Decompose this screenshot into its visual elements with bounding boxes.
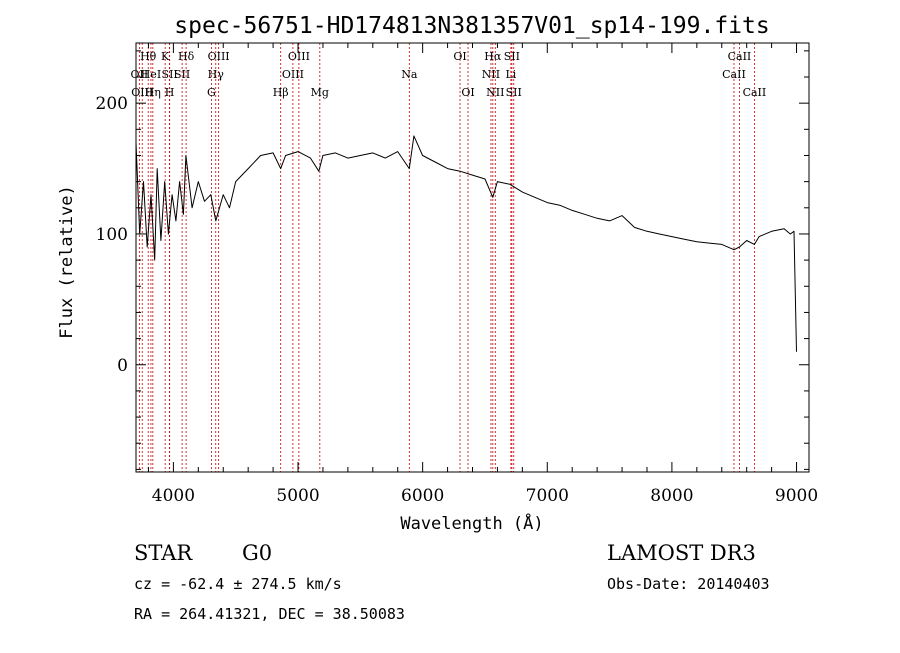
x-tick-label-2: 6000 [401,486,444,506]
y-axis-label: Flux (relative) [57,185,77,339]
y-tick-label-0: 0 [117,356,128,376]
y-tick-label-1: 100 [96,225,128,245]
subclass: G0 [242,541,272,565]
spectral-line-labels: OIIOIIIHθHeIHηKSIIHHδSIIOIIIHγGOIIIOIIIH… [131,50,767,99]
line-label-1: OIII [131,86,153,99]
line-label-3: HeI [141,68,161,81]
line-label-25: SII [506,86,522,99]
line-label-14: OIII [282,68,304,81]
obs-date: Obs-Date: 20140403 [607,575,770,593]
x-tick-label-4: 8000 [650,486,693,506]
line-label-5: K [161,50,170,63]
coordinates: RA = 264.41321, DEC = 38.50083 [134,605,405,623]
plot-frame [135,42,810,473]
x-tick-label-5: 9000 [775,486,818,506]
line-label-0: OII [131,68,149,81]
line-label-10: OIII [208,50,230,63]
line-label-21: NII [482,68,500,81]
chart-title: spec-56751-HD174813N381357V01_sp14-199.f… [174,13,769,39]
line-label-20: Hα [484,50,502,63]
line-label-16: Mg [311,86,329,99]
line-label-11: Hγ [208,68,225,81]
object-class: STAR [134,541,193,565]
spectrum-line-0 [135,135,797,352]
redshift-velocity: cz = -62.4 ± 274.5 km/s [134,575,342,593]
x-tick-label-0: 4000 [152,486,195,506]
spectrum-layer [135,135,797,352]
line-label-28: CaII [743,86,767,99]
line-label-23: SII [504,50,520,63]
line-label-12: G [207,86,216,99]
line-label-22: NII [486,86,504,99]
line-label-9: SII [174,68,190,81]
x-axis-label: Wavelength (Å) [400,512,543,534]
line-label-26: CaII [728,50,752,63]
line-label-19: OI [461,86,474,99]
x-tick-label-1: 5000 [276,486,319,506]
y-tick-label-2: 200 [96,94,128,114]
survey-name: LAMOST DR3 [607,541,756,565]
x-tick-label-3: 7000 [526,486,569,506]
line-label-27: CaII [722,68,746,81]
line-label-2: Hθ [140,50,157,63]
line-label-8: Hδ [178,50,195,63]
spectral-line-markers [138,43,755,472]
line-label-18: OI [453,50,466,63]
x-axis-ticks: 4000 5000 6000 7000 8000 9000 [147,43,818,506]
y-axis-ticks: 0 100 200 [96,50,809,470]
line-label-24: Li [505,68,516,81]
line-label-6: SII [162,68,178,81]
line-label-7: H [165,86,175,99]
line-label-13: OIII [288,50,310,63]
line-label-15: Hβ [273,86,289,99]
line-label-17: Na [401,68,418,81]
line-label-4: Hη [145,86,161,99]
